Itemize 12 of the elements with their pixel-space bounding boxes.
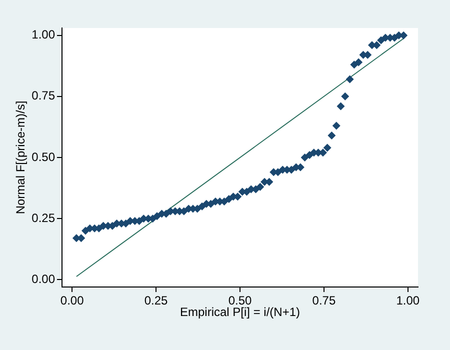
x-tick-label: 0.00	[60, 294, 84, 308]
y-tick-label: 0.25	[32, 210, 56, 225]
y-tick-label: 1.00	[32, 28, 56, 42]
x-tick-label: 0.25	[144, 294, 168, 308]
y-axis-title: Normal F[(price-m)/s]	[14, 100, 28, 214]
x-tick-label: 1.00	[396, 294, 420, 308]
y-tick-label: 0.50	[32, 150, 56, 164]
y-tick-label: 0.00	[32, 272, 56, 286]
x-axis-title: Empirical P[i] = i/(N+1)	[180, 305, 300, 320]
y-tick-label: 0.75	[32, 88, 56, 103]
x-tick-label: 0.50	[228, 294, 252, 308]
x-tick-label: 0.75	[312, 294, 336, 308]
